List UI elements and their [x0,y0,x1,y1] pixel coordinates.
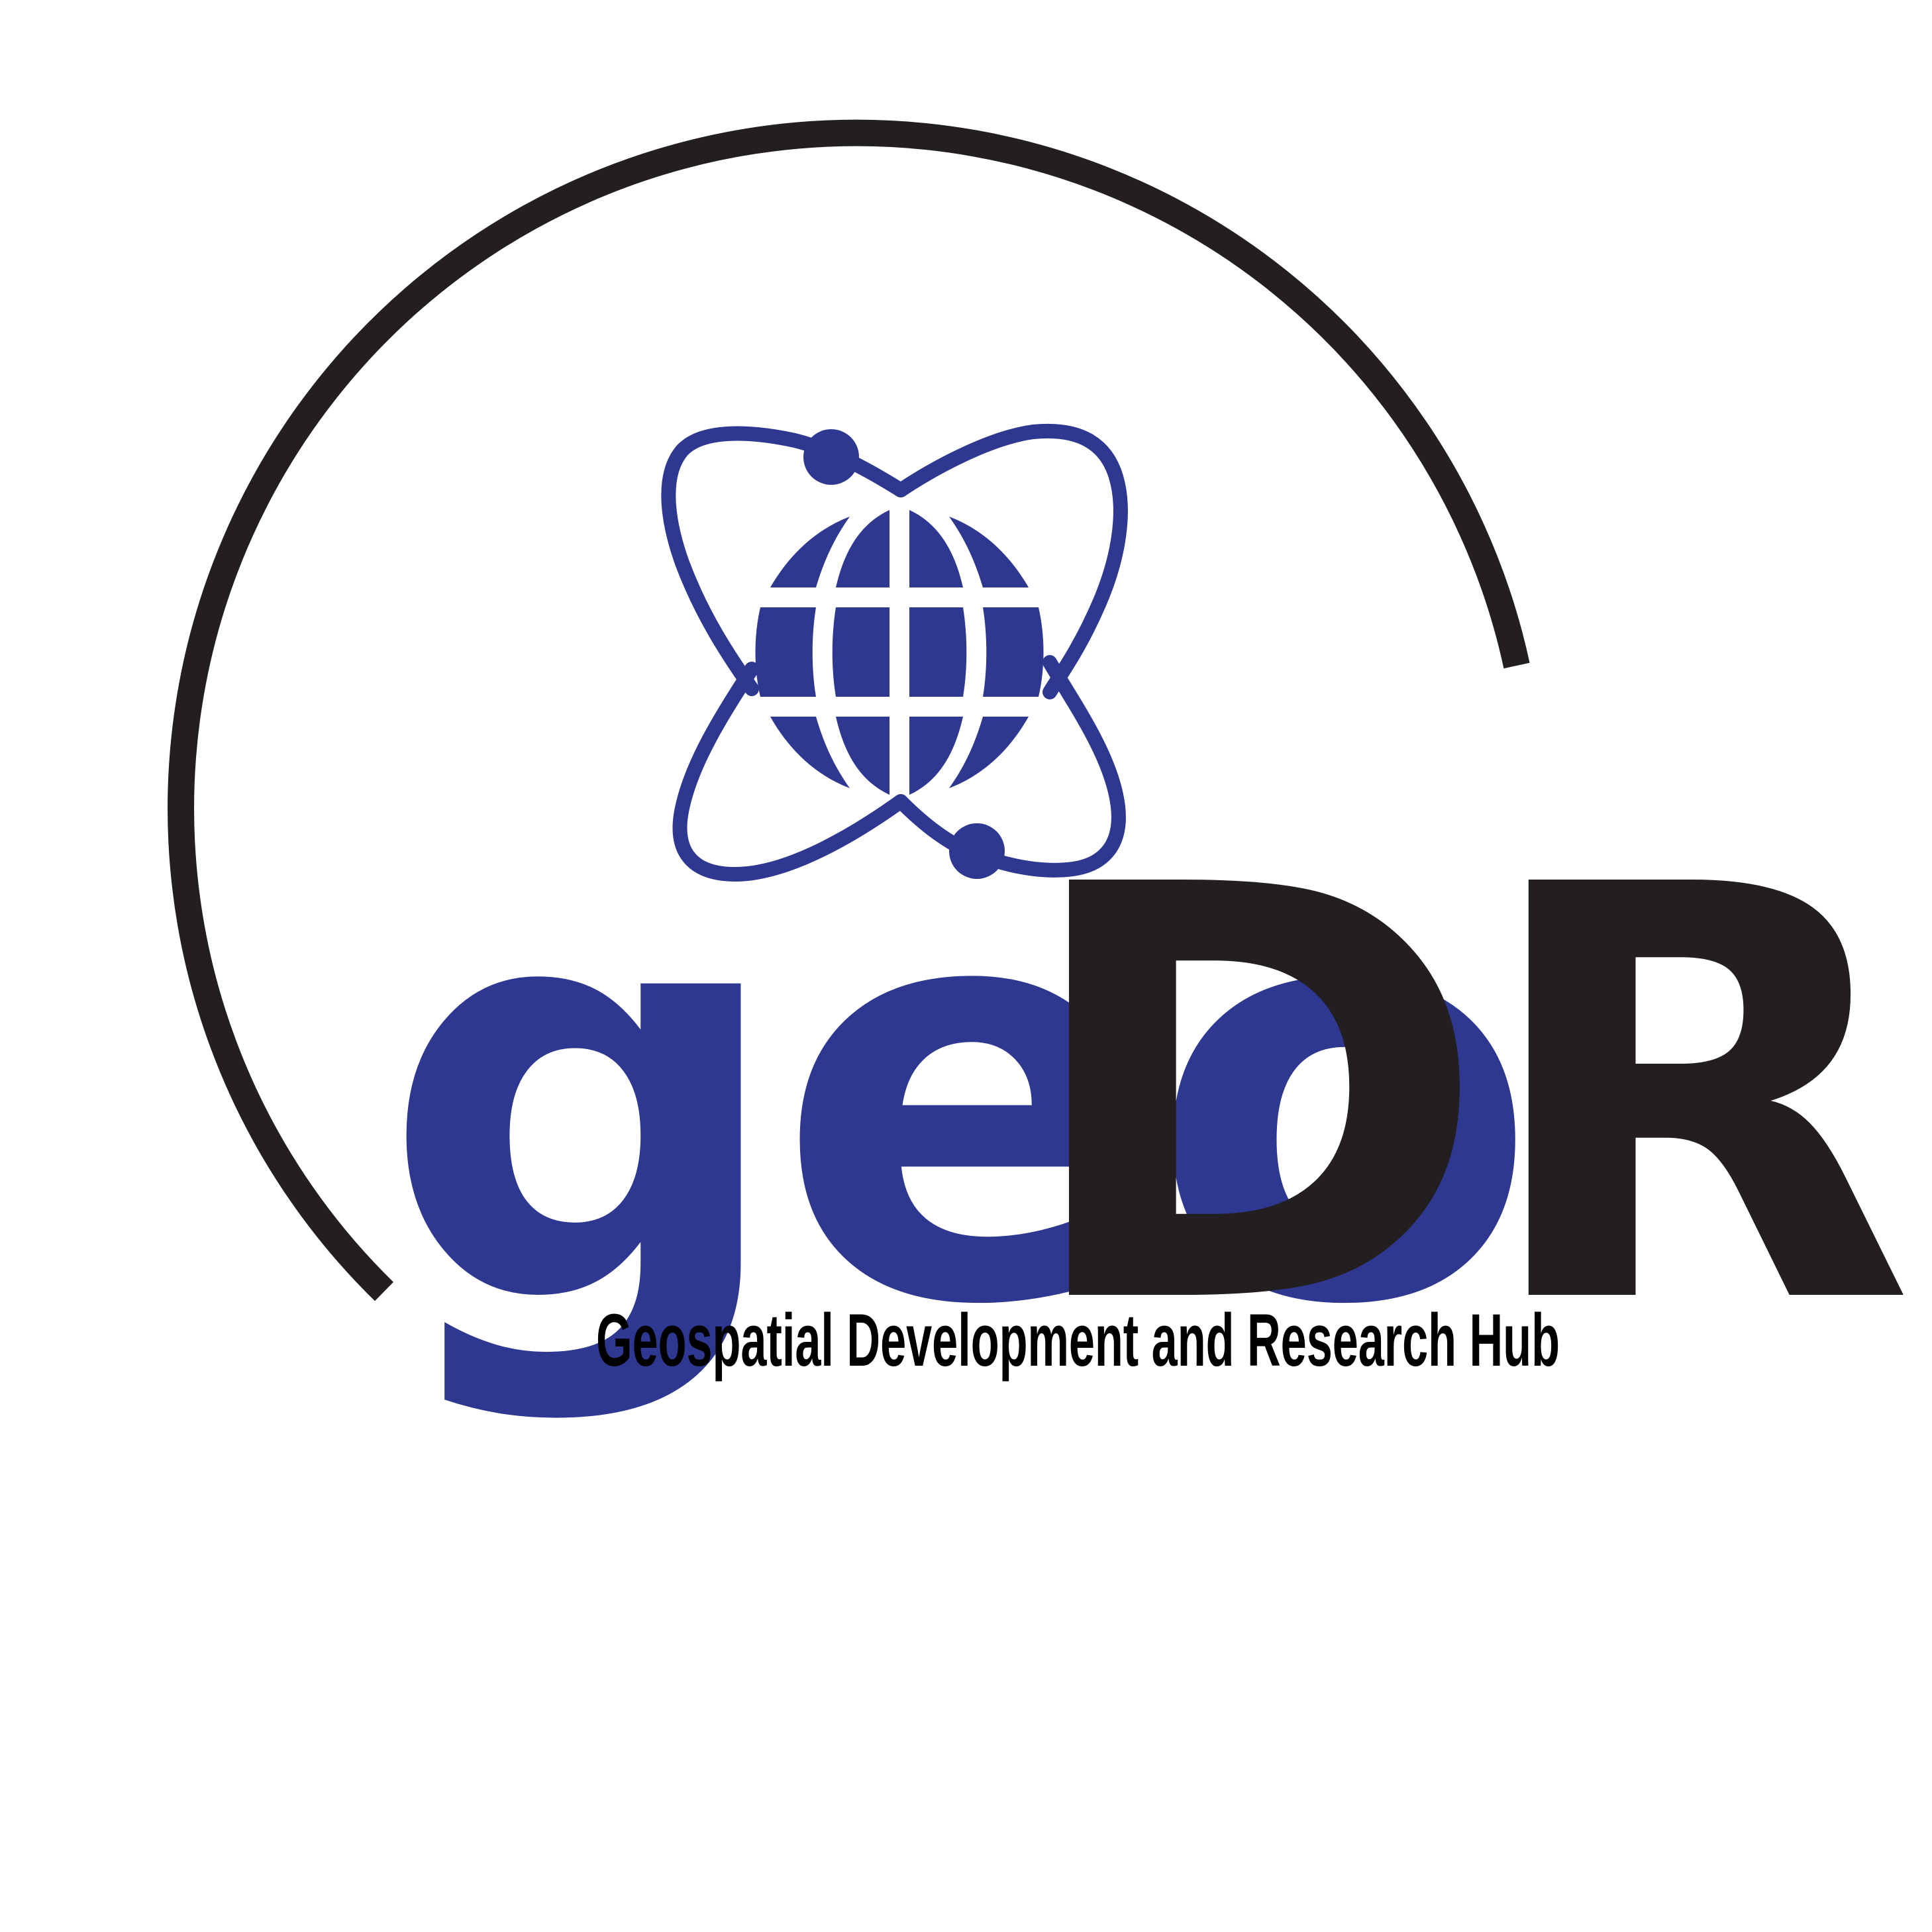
wordmark-dr: DR [1017,766,1904,1429]
orbit-ring-icon [661,423,1128,882]
globe-icon [755,510,1044,795]
arc-swoosh [168,119,1530,1301]
wordmark-geo: geo [381,766,1527,1429]
tagline: Geospatial Development and Research Hub [596,1299,1560,1382]
